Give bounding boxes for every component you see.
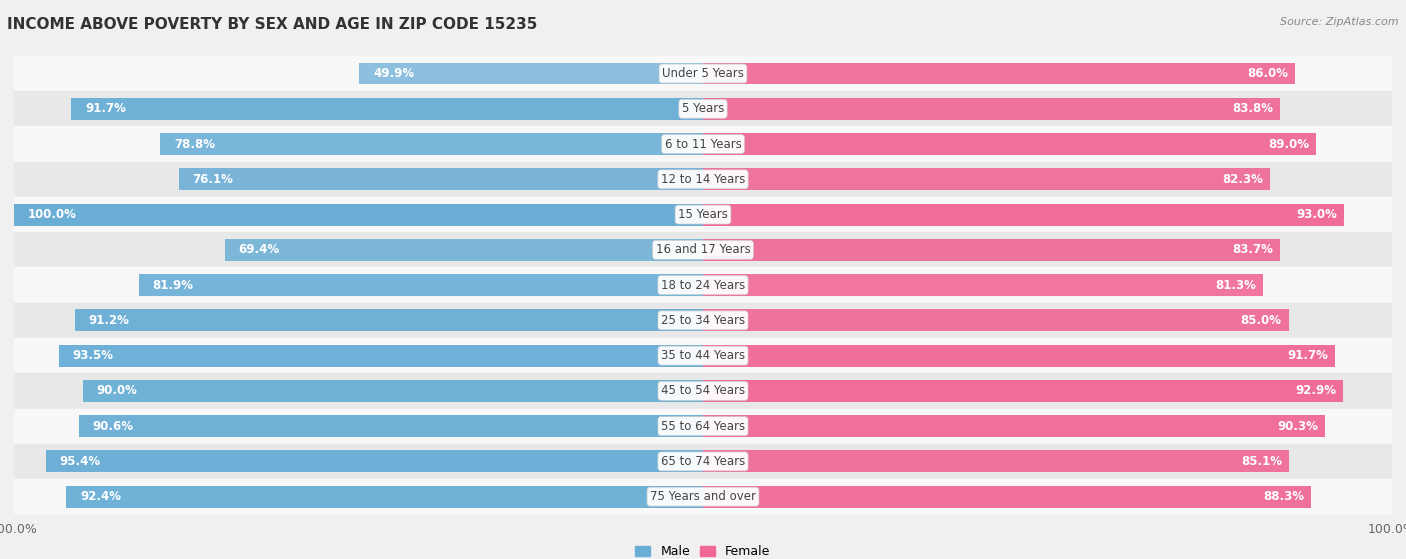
Bar <box>703 239 1279 260</box>
Text: 85.0%: 85.0% <box>1240 314 1282 327</box>
Bar <box>14 126 1392 162</box>
Text: 78.8%: 78.8% <box>174 138 215 150</box>
Text: 95.4%: 95.4% <box>59 455 101 468</box>
Bar <box>703 345 1334 367</box>
Text: 92.9%: 92.9% <box>1295 385 1336 397</box>
Bar <box>14 203 703 225</box>
Text: 25 to 34 Years: 25 to 34 Years <box>661 314 745 327</box>
Text: 86.0%: 86.0% <box>1247 67 1289 80</box>
Bar <box>14 479 1392 514</box>
Bar <box>72 98 703 120</box>
Text: 49.9%: 49.9% <box>373 67 415 80</box>
Bar <box>14 232 1392 267</box>
Bar <box>139 274 703 296</box>
Text: 88.3%: 88.3% <box>1264 490 1305 503</box>
Text: 18 to 24 Years: 18 to 24 Years <box>661 278 745 292</box>
Text: 55 to 64 Years: 55 to 64 Years <box>661 420 745 433</box>
Bar <box>14 267 1392 303</box>
Bar <box>703 310 1289 331</box>
Bar <box>79 415 703 437</box>
Text: 69.4%: 69.4% <box>239 243 280 257</box>
Text: 92.4%: 92.4% <box>80 490 121 503</box>
Bar <box>160 133 703 155</box>
Bar <box>703 274 1263 296</box>
Bar <box>703 133 1316 155</box>
Text: 82.3%: 82.3% <box>1222 173 1263 186</box>
Legend: Male, Female: Male, Female <box>630 540 776 559</box>
Bar <box>14 338 1392 373</box>
Text: 91.7%: 91.7% <box>84 102 127 115</box>
Text: 90.3%: 90.3% <box>1277 420 1319 433</box>
Text: INCOME ABOVE POVERTY BY SEX AND AGE IN ZIP CODE 15235: INCOME ABOVE POVERTY BY SEX AND AGE IN Z… <box>7 17 537 32</box>
Bar <box>703 380 1343 402</box>
Text: 100.0%: 100.0% <box>28 208 77 221</box>
Text: 90.6%: 90.6% <box>93 420 134 433</box>
Bar <box>703 168 1270 190</box>
Bar <box>703 63 1295 84</box>
Text: Source: ZipAtlas.com: Source: ZipAtlas.com <box>1281 17 1399 27</box>
Bar <box>703 203 1344 225</box>
Text: 81.3%: 81.3% <box>1215 278 1256 292</box>
Text: 91.2%: 91.2% <box>89 314 129 327</box>
Text: 89.0%: 89.0% <box>1268 138 1309 150</box>
Text: 15 Years: 15 Years <box>678 208 728 221</box>
Bar <box>75 310 703 331</box>
Bar <box>14 303 1392 338</box>
Bar <box>66 486 703 508</box>
Bar <box>703 415 1324 437</box>
Text: 75 Years and over: 75 Years and over <box>650 490 756 503</box>
Bar <box>14 56 1392 91</box>
Bar <box>14 444 1392 479</box>
Text: 93.5%: 93.5% <box>73 349 114 362</box>
Text: 12 to 14 Years: 12 to 14 Years <box>661 173 745 186</box>
Bar <box>46 451 703 472</box>
Text: 93.0%: 93.0% <box>1296 208 1337 221</box>
Bar <box>83 380 703 402</box>
Bar <box>703 98 1281 120</box>
Text: Under 5 Years: Under 5 Years <box>662 67 744 80</box>
Text: 6 to 11 Years: 6 to 11 Years <box>665 138 741 150</box>
Bar <box>14 373 1392 409</box>
Bar <box>59 345 703 367</box>
Text: 76.1%: 76.1% <box>193 173 233 186</box>
Text: 83.8%: 83.8% <box>1233 102 1274 115</box>
Bar <box>703 451 1289 472</box>
Bar <box>14 162 1392 197</box>
Text: 65 to 74 Years: 65 to 74 Years <box>661 455 745 468</box>
Bar <box>14 197 1392 232</box>
Bar <box>359 63 703 84</box>
Text: 91.7%: 91.7% <box>1286 349 1327 362</box>
Text: 85.1%: 85.1% <box>1241 455 1282 468</box>
Text: 83.7%: 83.7% <box>1232 243 1272 257</box>
Bar <box>14 409 1392 444</box>
Text: 5 Years: 5 Years <box>682 102 724 115</box>
Text: 81.9%: 81.9% <box>152 278 194 292</box>
Bar <box>14 91 1392 126</box>
Text: 35 to 44 Years: 35 to 44 Years <box>661 349 745 362</box>
Bar <box>179 168 703 190</box>
Text: 45 to 54 Years: 45 to 54 Years <box>661 385 745 397</box>
Bar <box>703 486 1312 508</box>
Bar <box>225 239 703 260</box>
Text: 16 and 17 Years: 16 and 17 Years <box>655 243 751 257</box>
Text: 90.0%: 90.0% <box>97 385 138 397</box>
